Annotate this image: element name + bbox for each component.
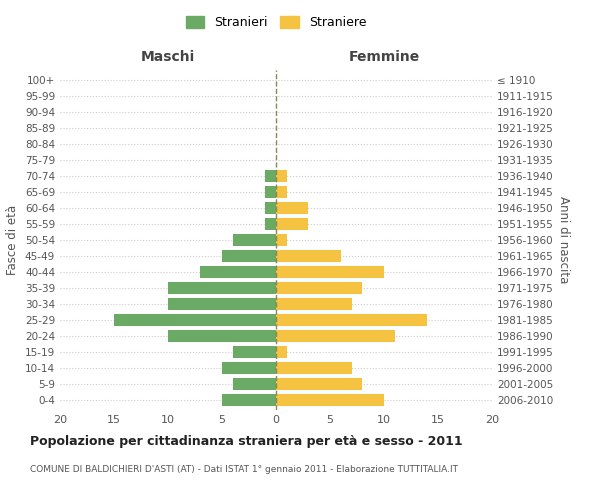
Bar [222, 362, 276, 374]
Bar [276, 362, 352, 374]
Bar [276, 170, 287, 182]
Y-axis label: Fasce di età: Fasce di età [7, 205, 19, 275]
Legend: Stranieri, Straniere: Stranieri, Straniere [181, 11, 371, 34]
Bar [276, 250, 341, 262]
Bar [233, 378, 276, 390]
Bar [276, 218, 308, 230]
Text: Maschi: Maschi [141, 50, 195, 64]
Bar [276, 234, 287, 246]
Bar [265, 202, 276, 214]
Bar [276, 282, 362, 294]
Y-axis label: Anni di nascita: Anni di nascita [557, 196, 570, 284]
Bar [168, 282, 276, 294]
Bar [276, 394, 384, 406]
Bar [276, 298, 352, 310]
Bar [168, 298, 276, 310]
Bar [265, 186, 276, 198]
Bar [276, 346, 287, 358]
Bar [276, 266, 384, 278]
Bar [265, 170, 276, 182]
Bar [276, 314, 427, 326]
Bar [168, 330, 276, 342]
Bar [276, 202, 308, 214]
Text: COMUNE DI BALDICHIERI D'ASTI (AT) - Dati ISTAT 1° gennaio 2011 - Elaborazione TU: COMUNE DI BALDICHIERI D'ASTI (AT) - Dati… [30, 465, 458, 474]
Text: Femmine: Femmine [349, 50, 419, 64]
Bar [200, 266, 276, 278]
Bar [265, 218, 276, 230]
Bar [114, 314, 276, 326]
Bar [222, 394, 276, 406]
Bar [233, 346, 276, 358]
Bar [222, 250, 276, 262]
Bar [233, 234, 276, 246]
Text: Popolazione per cittadinanza straniera per età e sesso - 2011: Popolazione per cittadinanza straniera p… [30, 435, 463, 448]
Bar [276, 186, 287, 198]
Bar [276, 378, 362, 390]
Bar [276, 330, 395, 342]
